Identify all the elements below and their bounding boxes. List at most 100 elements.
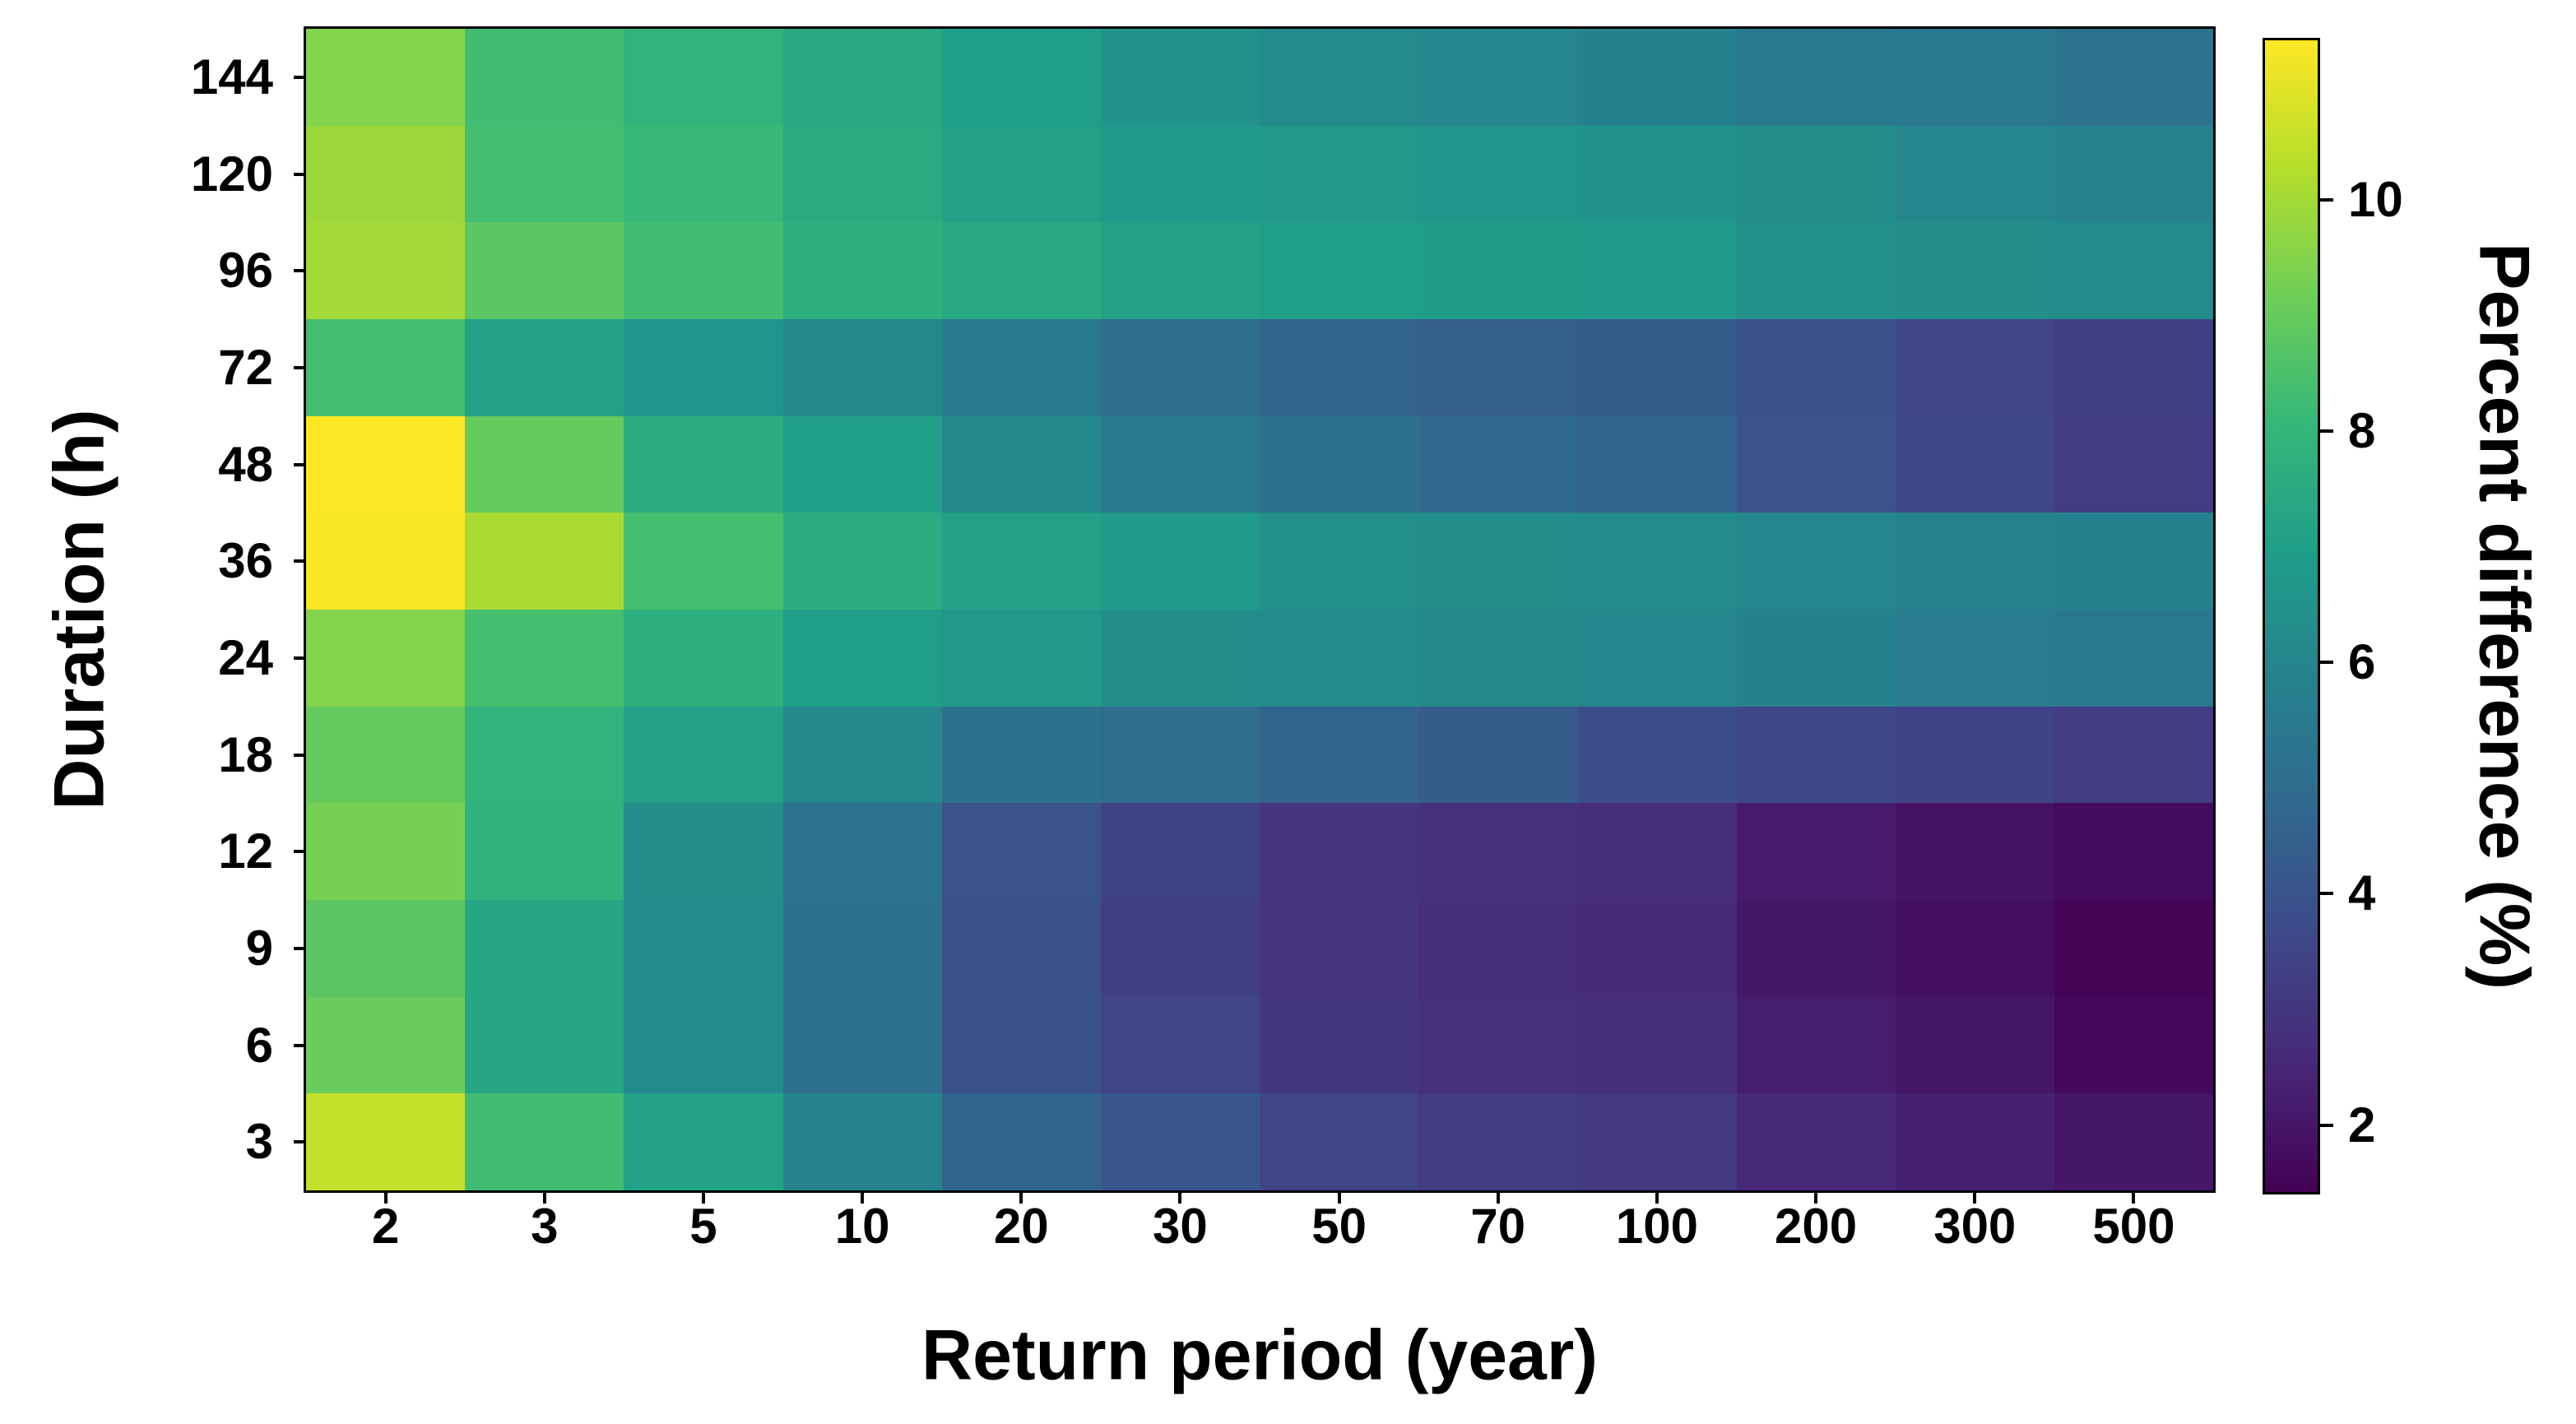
heatmap-cell xyxy=(1895,222,2054,319)
heatmap-cell xyxy=(465,415,624,513)
x-tick-label: 20 xyxy=(993,1199,1049,1254)
y-tick-mark xyxy=(294,365,306,369)
heatmap-cell xyxy=(1736,609,1896,707)
heatmap-cell xyxy=(1577,222,1737,319)
y-tick-mark xyxy=(294,172,306,176)
heatmap-cell xyxy=(1736,706,1896,804)
x-tick-label: 10 xyxy=(834,1199,890,1254)
y-tick-label: 144 xyxy=(190,49,273,104)
heatmap-cell xyxy=(624,29,783,126)
y-tick-label: 12 xyxy=(218,823,273,879)
heatmap-cell xyxy=(1100,706,1260,804)
y-axis-ticks: 144 120 96 72 48 36 24 18 12 9 6 3 xyxy=(0,29,306,1190)
heatmap-cell xyxy=(306,609,466,707)
heatmap-cell xyxy=(1100,1093,1260,1190)
heatmap-cell xyxy=(2054,125,2213,223)
heatmap-cell xyxy=(1418,29,1578,126)
heatmap-cell xyxy=(1418,706,1578,804)
heatmap-cell xyxy=(624,899,783,997)
plot-area xyxy=(304,26,2216,1193)
heatmap-cell xyxy=(465,803,624,900)
x-tick-mark xyxy=(383,1190,388,1204)
x-axis-ticks: 2 3 5 10 20 30 50 70 100 200 300 500 xyxy=(306,1190,2213,1297)
heatmap-cell xyxy=(782,803,942,900)
heatmap-cell xyxy=(465,1093,624,1190)
y-tick-mark xyxy=(294,850,306,854)
heatmap-cell xyxy=(1260,706,1419,804)
x-tick-mark xyxy=(1178,1190,1182,1204)
heatmap-cell xyxy=(624,609,783,707)
heatmap-cell xyxy=(1418,609,1578,707)
heatmap-cell xyxy=(1736,415,1896,513)
heatmap-cell xyxy=(1100,222,1260,319)
x-tick-label: 300 xyxy=(1933,1199,2017,1254)
heatmap-cell xyxy=(624,415,783,513)
y-tick-label: 3 xyxy=(245,1114,273,1170)
heatmap-cell xyxy=(624,996,783,1094)
heatmap-cell xyxy=(1577,899,1737,997)
y-tick-label: 36 xyxy=(218,533,273,589)
heatmap-cell xyxy=(1895,29,2054,126)
heatmap-cell xyxy=(1736,125,1896,223)
heatmap-cell xyxy=(1736,803,1896,900)
heatmap-cell xyxy=(1418,996,1578,1094)
heatmap-cell xyxy=(1577,125,1737,223)
y-tick-mark xyxy=(294,753,306,757)
x-tick-label: 500 xyxy=(2092,1199,2175,1254)
heatmap-cell xyxy=(782,415,942,513)
heatmap-cell xyxy=(1100,513,1260,610)
x-tick-mark xyxy=(861,1190,865,1204)
heatmap-cell xyxy=(941,899,1101,997)
heatmap-cell xyxy=(1100,415,1260,513)
x-tick-mark xyxy=(1496,1190,1500,1204)
colorbar-ticks: 10 8 6 4 2 xyxy=(2320,38,2567,1194)
y-tick-label: 18 xyxy=(218,726,273,782)
heatmap-cell xyxy=(1260,318,1419,416)
colorbar-tick-mark xyxy=(2320,1123,2333,1127)
colorbar-tick-label: 2 xyxy=(2348,1097,2376,1153)
heatmap-cell xyxy=(782,222,942,319)
heatmap-cell xyxy=(465,318,624,416)
heatmap-cell xyxy=(306,513,466,610)
heatmap-cell xyxy=(941,706,1101,804)
heatmap-cell xyxy=(941,996,1101,1094)
heatmap-cell xyxy=(2054,1093,2213,1190)
heatmap-cell xyxy=(1577,415,1737,513)
heatmap-cell xyxy=(782,899,942,997)
y-tick-mark xyxy=(294,559,306,564)
heatmap-cell xyxy=(1418,125,1578,223)
x-tick-mark xyxy=(701,1190,705,1204)
heatmap-cell xyxy=(1577,318,1737,416)
heatmap-cell xyxy=(782,996,942,1094)
heatmap-cell xyxy=(782,1093,942,1190)
heatmap-cell xyxy=(465,29,624,126)
heatmap-cell xyxy=(2054,29,2213,126)
heatmap-cell xyxy=(1260,222,1419,319)
x-tick-label: 3 xyxy=(531,1199,559,1254)
y-tick-label: 48 xyxy=(218,436,273,492)
heatmap-cell xyxy=(941,222,1101,319)
heatmap-cell xyxy=(1736,222,1896,319)
heatmap-cell xyxy=(1100,803,1260,900)
x-axis-label: Return period (year) xyxy=(921,1315,1598,1395)
heatmap-cell xyxy=(306,899,466,997)
heatmap-cell xyxy=(624,318,783,416)
y-tick-mark xyxy=(294,946,306,950)
heatmap-cell xyxy=(306,706,466,804)
colorbar-tick-mark xyxy=(2320,661,2333,665)
heatmap-cell xyxy=(1577,996,1737,1094)
heatmap-cell xyxy=(782,513,942,610)
x-tick-label: 50 xyxy=(1311,1199,1367,1254)
heatmap-cell xyxy=(941,803,1101,900)
heatmap-cell xyxy=(1895,318,2054,416)
heatmap-cell xyxy=(1577,803,1737,900)
x-tick-label: 100 xyxy=(1615,1199,1698,1254)
heatmap-cell xyxy=(1577,513,1737,610)
heatmap-cell xyxy=(782,318,942,416)
heatmap-cell xyxy=(782,706,942,804)
y-tick-label: 24 xyxy=(218,629,273,685)
heatmap-cell xyxy=(1260,803,1419,900)
y-tick-mark xyxy=(294,1140,306,1144)
heatmap-cell xyxy=(782,29,942,126)
